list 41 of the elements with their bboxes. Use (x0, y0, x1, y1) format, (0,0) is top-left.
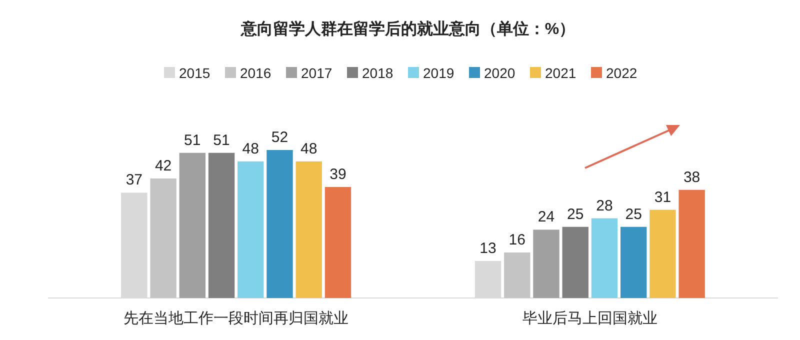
bar (650, 210, 676, 298)
legend-label: 2020 (484, 65, 516, 81)
bar (504, 252, 530, 298)
bar (678, 190, 705, 298)
bar (296, 161, 322, 298)
legend-label: 2015 (179, 65, 210, 81)
data-label: 51 (213, 132, 230, 149)
data-label: 31 (654, 188, 672, 206)
bar (150, 178, 176, 298)
legend-label: 2021 (545, 65, 576, 81)
data-label: 24 (538, 208, 555, 226)
data-label: 13 (480, 240, 496, 257)
data-label: 52 (271, 129, 288, 146)
data-label: 48 (242, 140, 259, 158)
legend-label: 2019 (423, 65, 454, 81)
legend-label: 2018 (362, 65, 394, 81)
bar (562, 226, 588, 298)
x-tick-label: 先在当地工作一段时间再归国就业 (124, 310, 349, 327)
data-label: 25 (625, 206, 642, 223)
bar (324, 187, 352, 298)
bar (620, 226, 647, 298)
data-label: 38 (683, 168, 700, 186)
legend-label: 2022 (606, 65, 638, 81)
x-tick-label: 毕业后马上回国就业 (522, 310, 658, 327)
bar (238, 161, 264, 298)
legend-label: 2016 (240, 65, 272, 81)
legend-label: 2017 (301, 65, 332, 81)
data-label: 39 (330, 166, 346, 183)
data-label: 25 (567, 206, 584, 223)
bar (208, 152, 235, 298)
data-label: 37 (126, 172, 143, 189)
data-label: 48 (300, 140, 318, 158)
data-label: 16 (508, 231, 526, 248)
bar (179, 152, 206, 298)
data-label: 28 (596, 197, 613, 214)
data-label: 42 (154, 157, 172, 174)
data-label: 51 (184, 132, 201, 149)
bar (591, 218, 618, 298)
bar (266, 150, 293, 298)
bar (533, 230, 560, 298)
chart-title: 意向留学人群在留学后的就业意向（单位：%） (240, 20, 576, 38)
